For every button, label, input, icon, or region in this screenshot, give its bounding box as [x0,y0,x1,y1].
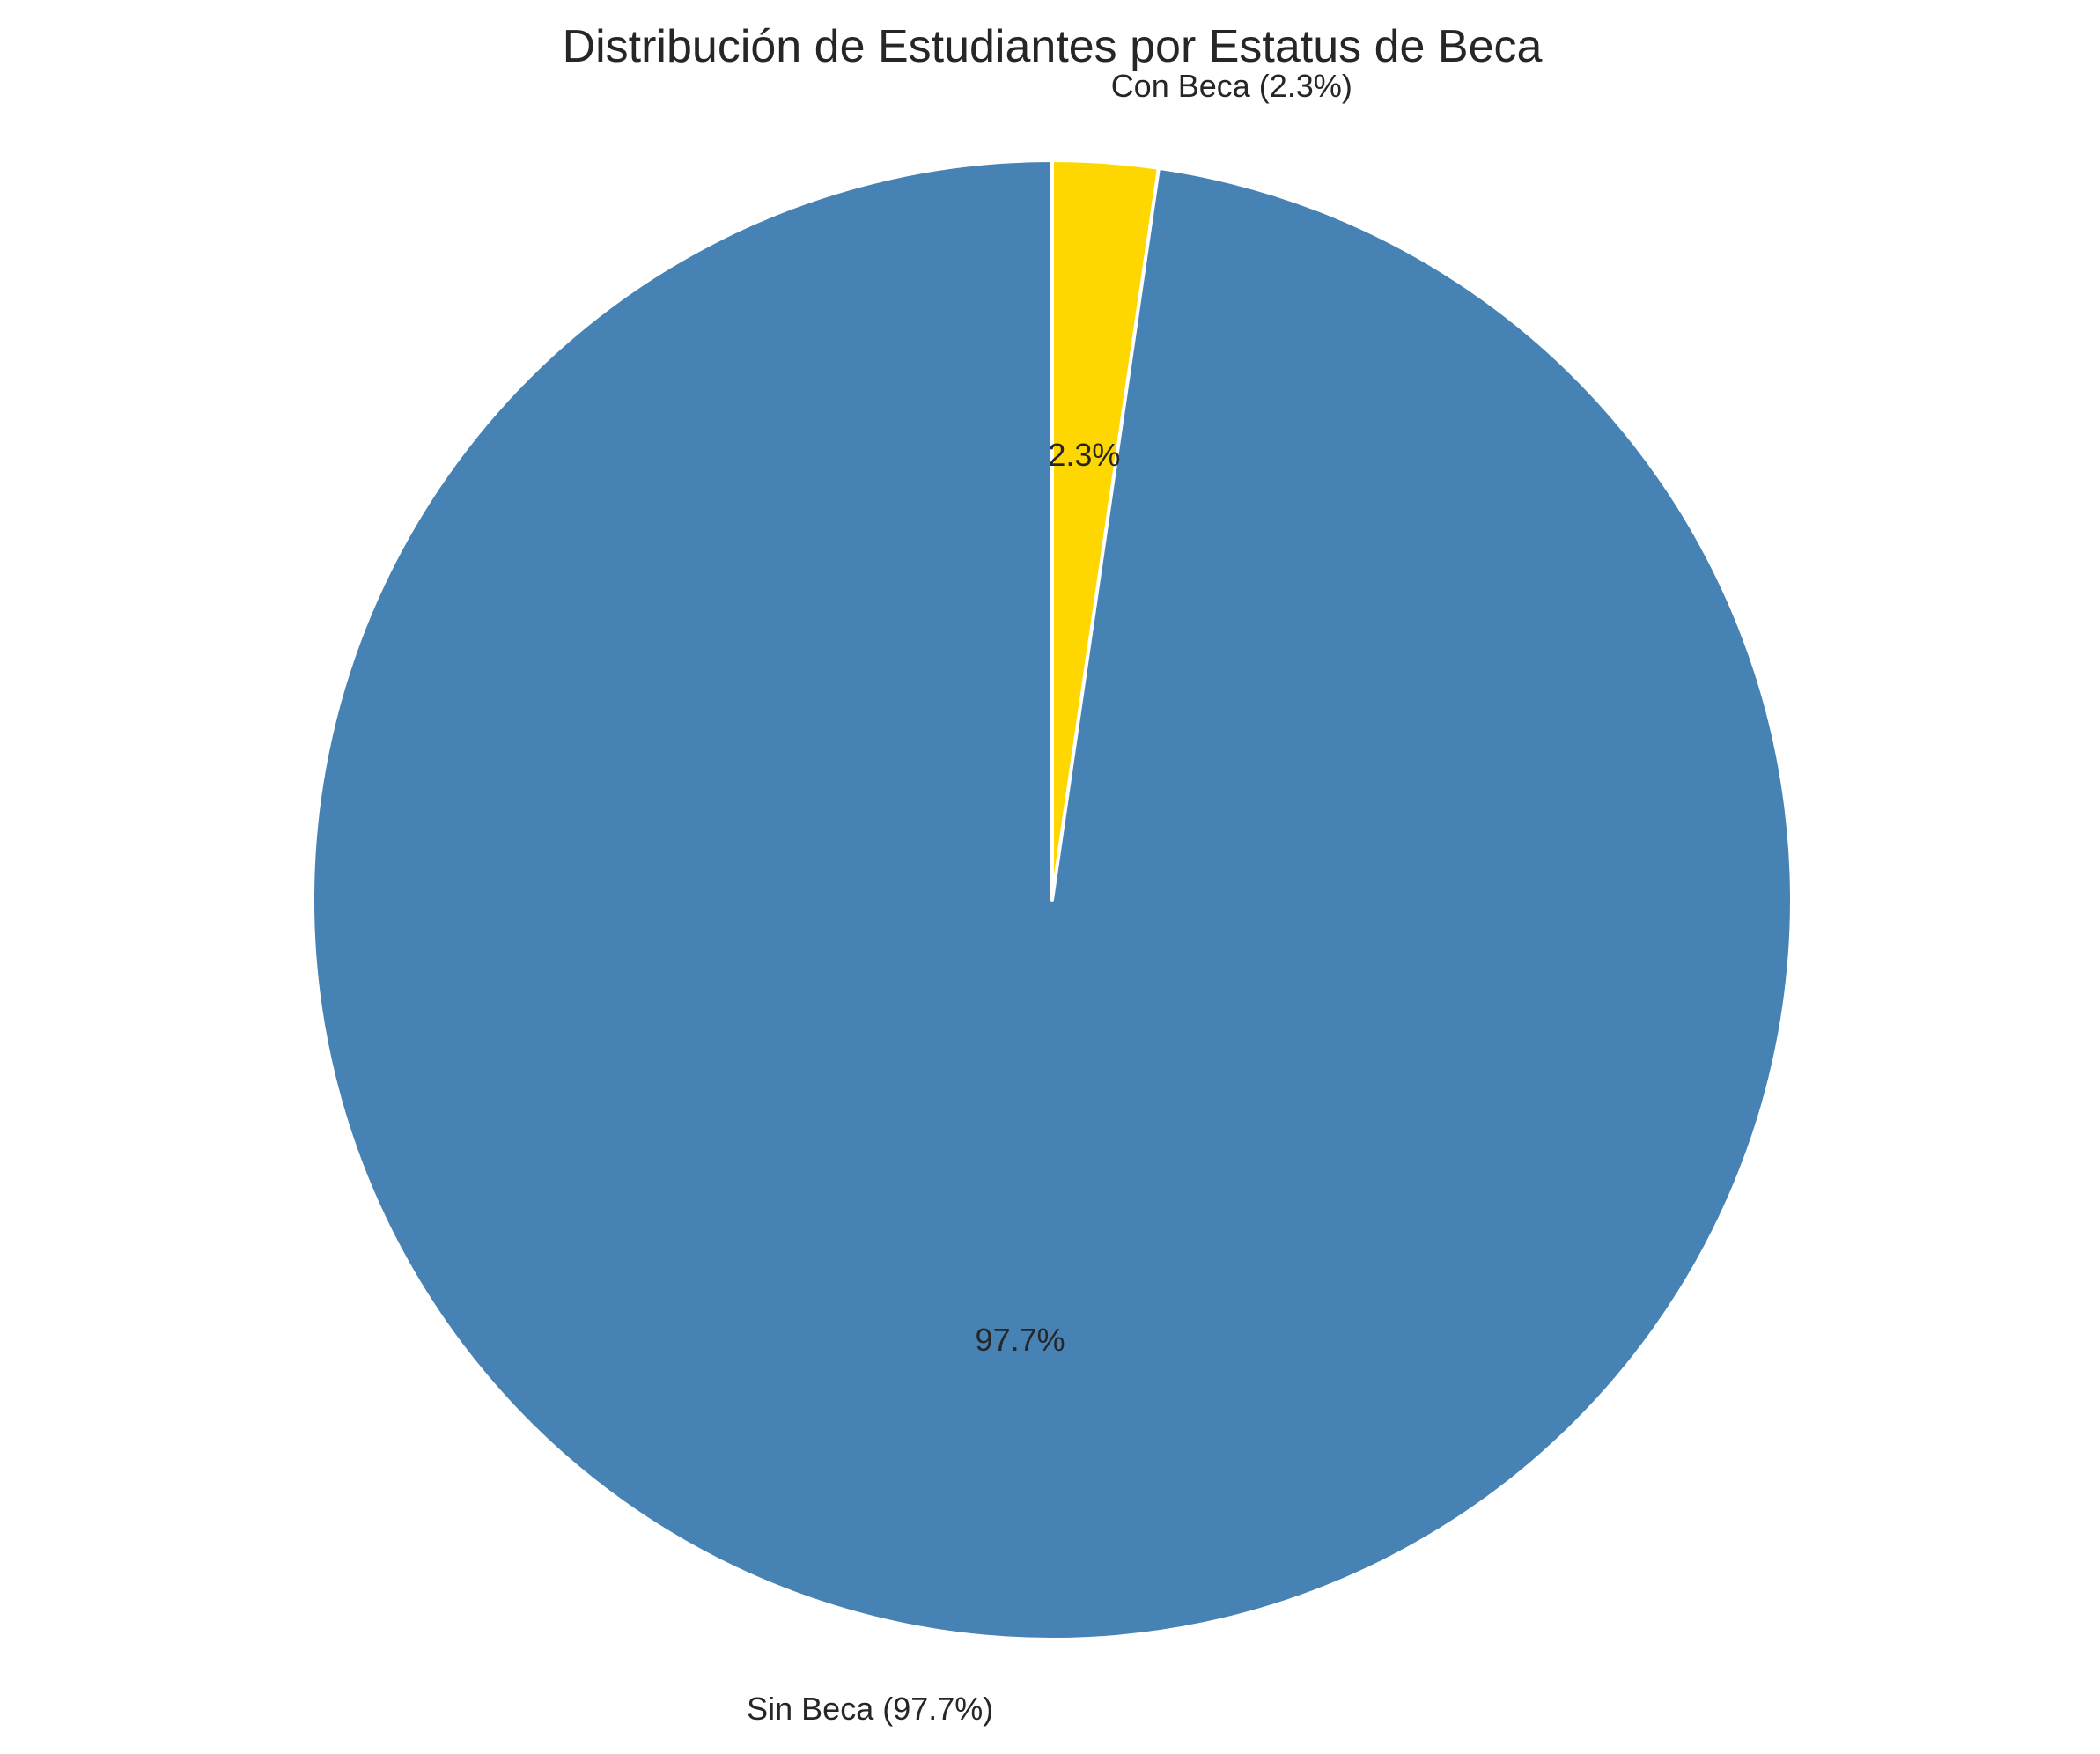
pie-pct-label-1: 97.7% [976,1322,1065,1358]
pie-slices [310,158,1794,1641]
pie-slice-label-1: Sin Beca (97.7%) [747,1691,993,1727]
pie-labels: Con Beca (2.3%) 2.3% Sin Beca (97.7%) 97.7% [747,68,1352,1727]
chart-title: Distribución de Estudiantes por Estatus … [563,21,1543,72]
pie-slice-label-0: Con Beca (2.3%) [1111,68,1352,104]
pie-slice-1 [310,158,1794,1641]
pie-pct-label-0: 2.3% [1048,437,1120,473]
